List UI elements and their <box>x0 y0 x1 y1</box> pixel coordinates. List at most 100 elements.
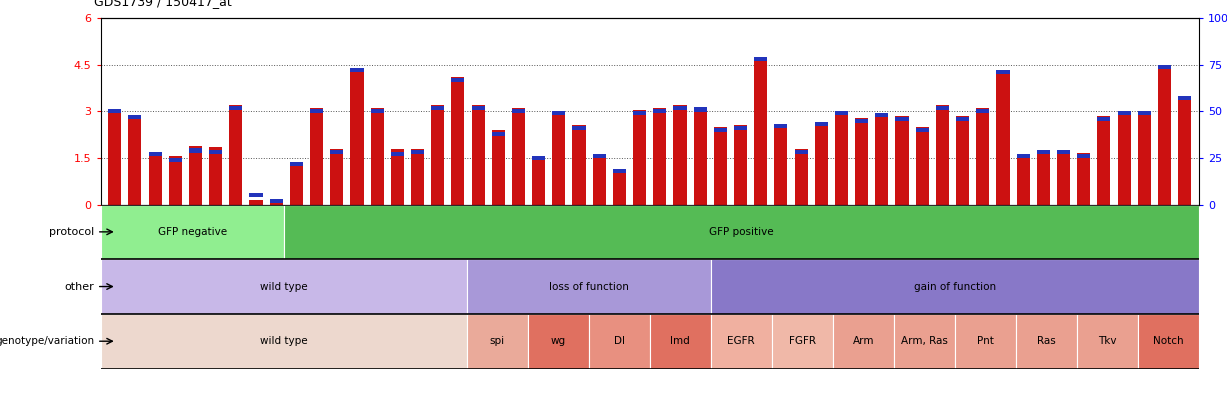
Bar <box>249 200 263 205</box>
Bar <box>896 116 908 205</box>
Bar <box>1037 150 1050 154</box>
Bar <box>169 158 182 162</box>
Text: spi: spi <box>490 336 504 346</box>
Text: Tkv: Tkv <box>1098 336 1117 346</box>
Bar <box>189 149 202 153</box>
Bar <box>1017 155 1029 205</box>
Bar <box>1077 314 1137 369</box>
Bar <box>528 314 589 369</box>
Bar <box>977 109 989 113</box>
Bar <box>996 71 1010 205</box>
Bar <box>893 314 955 369</box>
Bar <box>833 314 893 369</box>
Bar <box>795 150 807 154</box>
Bar <box>1137 111 1151 115</box>
Bar <box>533 156 545 205</box>
Bar <box>249 193 263 197</box>
Bar <box>270 201 282 205</box>
Text: protocol: protocol <box>49 227 94 237</box>
Bar <box>492 130 504 205</box>
Bar <box>774 124 788 205</box>
Bar <box>1097 117 1110 121</box>
Bar <box>714 127 726 205</box>
Bar <box>996 70 1010 74</box>
Bar <box>512 109 525 113</box>
Bar <box>270 199 282 203</box>
Text: Arm, Ras: Arm, Ras <box>901 336 947 346</box>
Text: GFP positive: GFP positive <box>709 227 773 237</box>
Bar <box>956 117 969 121</box>
Text: wild type: wild type <box>260 281 308 292</box>
Bar <box>471 105 485 205</box>
Bar <box>633 111 647 115</box>
Bar <box>492 132 504 136</box>
Bar <box>108 111 121 205</box>
Text: Arm: Arm <box>853 336 874 346</box>
Bar <box>1118 111 1130 115</box>
Bar <box>189 145 202 205</box>
Bar <box>101 259 466 314</box>
Bar <box>936 105 948 205</box>
Bar <box>1158 65 1171 69</box>
Bar <box>148 153 162 205</box>
Bar <box>391 152 404 156</box>
Text: wild type: wild type <box>260 336 308 346</box>
Bar <box>1056 150 1070 154</box>
Bar <box>815 122 828 126</box>
Bar <box>795 149 807 205</box>
Bar <box>371 109 384 113</box>
Bar <box>714 128 726 132</box>
Text: Ras: Ras <box>1037 336 1055 346</box>
Bar <box>1056 150 1070 205</box>
Bar <box>774 124 788 128</box>
Bar <box>936 106 948 110</box>
Bar <box>855 117 869 205</box>
Bar <box>129 115 141 119</box>
Bar <box>330 149 344 205</box>
Text: GDS1739 / 150417_at: GDS1739 / 150417_at <box>94 0 232 8</box>
Bar <box>431 105 444 205</box>
Bar <box>512 108 525 205</box>
Bar <box>101 205 283 259</box>
Bar <box>955 314 1016 369</box>
Bar <box>148 152 162 156</box>
Bar <box>815 122 828 205</box>
Bar <box>209 147 222 205</box>
Bar <box>1137 314 1199 369</box>
Bar <box>834 111 848 205</box>
Text: Notch: Notch <box>1153 336 1184 346</box>
Bar <box>101 314 466 369</box>
Bar <box>351 68 363 72</box>
Bar <box>290 163 303 205</box>
Bar <box>915 128 929 132</box>
Bar <box>391 149 404 205</box>
Bar <box>330 150 344 154</box>
Bar <box>573 126 585 205</box>
Text: loss of function: loss of function <box>548 281 628 292</box>
Text: EGFR: EGFR <box>728 336 755 346</box>
Bar <box>1137 111 1151 205</box>
Bar <box>612 172 626 205</box>
Bar <box>896 117 908 121</box>
Text: wg: wg <box>551 336 566 346</box>
Text: GFP negative: GFP negative <box>157 227 227 237</box>
Bar <box>169 156 182 205</box>
Text: Imd: Imd <box>670 336 690 346</box>
Bar <box>612 169 626 173</box>
Bar <box>1178 96 1191 205</box>
Bar <box>229 106 243 110</box>
Bar <box>471 106 485 110</box>
Bar <box>310 109 323 113</box>
Bar <box>650 314 710 369</box>
Bar <box>956 116 969 205</box>
Text: FGFR: FGFR <box>789 336 816 346</box>
Bar <box>533 156 545 160</box>
Bar <box>1097 116 1110 205</box>
Bar <box>674 105 687 205</box>
Bar <box>653 108 666 205</box>
Bar <box>411 150 425 154</box>
Bar <box>1017 154 1029 158</box>
Text: Pnt: Pnt <box>977 336 994 346</box>
Bar <box>310 108 323 205</box>
Text: genotype/variation: genotype/variation <box>0 336 94 346</box>
